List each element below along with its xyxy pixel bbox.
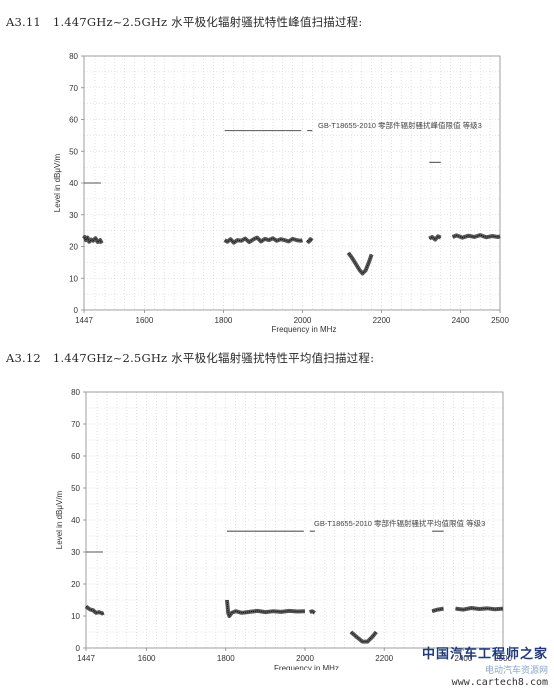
c2-x-axis-label: Frequency in MHz bbox=[274, 664, 339, 670]
c1-y-tick-label: 30 bbox=[69, 211, 78, 220]
c2-x-tick-label: 1600 bbox=[138, 654, 156, 663]
c2-x-tick-label: 2000 bbox=[296, 654, 314, 663]
chart1-heading-number: A3.11 bbox=[6, 15, 41, 29]
chart1-heading: A3.11 1.447GHz~2.5GHz 水平极化辐射骚扰特性峰值扫描过程: bbox=[6, 14, 362, 30]
watermark: 中国汽车工程师之家 电动汽车资源网 www.cartech8.com bbox=[422, 643, 548, 688]
c1-measured-trace-noise bbox=[452, 234, 501, 239]
chart1-peak-scan: 0 10 20 30 40 50 60 70 80 1447 1600 1800 2000 2200 240… bbox=[53, 52, 509, 334]
c1-measured-trace-noise bbox=[83, 235, 103, 244]
c2-y-tick-label: 20 bbox=[71, 580, 80, 589]
chart1-heading-text: 1.447GHz~2.5GHz 水平极化辐射骚扰特性峰值扫描过程: bbox=[52, 15, 363, 29]
c2-measured-trace-noise bbox=[226, 599, 306, 618]
c1-x-tick-label: 2200 bbox=[373, 316, 391, 325]
c1-x-tick-label: 1600 bbox=[136, 316, 154, 325]
c2-measured-trace bbox=[84, 604, 105, 616]
c1-y-tick-label: 50 bbox=[69, 147, 78, 156]
c2-x-tick-label: 2400 bbox=[455, 654, 473, 663]
c1-x-tick-label: 2500 bbox=[491, 316, 509, 325]
c1-y-tick-label: 40 bbox=[69, 179, 78, 188]
c1-y-tick-label: 60 bbox=[69, 116, 78, 125]
c1-x-axis-label: Frequency in MHz bbox=[272, 325, 337, 334]
c1-y-axis-label: Level in dBμV/m bbox=[53, 153, 62, 212]
c1-y-tick-label: 20 bbox=[69, 243, 78, 252]
c2-y-tick-label: 50 bbox=[71, 484, 80, 493]
c2-x-tick-label: 2200 bbox=[375, 654, 393, 663]
c2-y-tick-label: 70 bbox=[71, 420, 80, 429]
c2-measured-trace-noise bbox=[350, 631, 377, 643]
c2-y-tick-label: 80 bbox=[71, 388, 80, 397]
c2-measured-trace-noise bbox=[309, 610, 316, 614]
c2-y-tick-label: 40 bbox=[71, 516, 80, 525]
c1-measured-trace bbox=[82, 234, 104, 245]
chart2-heading-number: A3.12 bbox=[6, 351, 41, 365]
c2-y-tick-label: 10 bbox=[71, 612, 80, 621]
c1-x-tick-label: 1800 bbox=[215, 316, 233, 325]
watermark-sub: 电动汽车资源网 bbox=[484, 666, 548, 676]
chart2-heading: A3.12 1.447GHz~2.5GHz 水平极化辐射骚扰特性平均值扫描过程: bbox=[6, 350, 374, 366]
c1-y-tick-label: 10 bbox=[69, 274, 78, 283]
c1-y-tick-label: 80 bbox=[69, 52, 78, 61]
c2-measured-trace bbox=[431, 606, 444, 614]
c2-measured-trace-noise bbox=[455, 607, 504, 611]
c1-measured-trace-noise bbox=[306, 238, 313, 243]
c2-y-tick-label: 30 bbox=[71, 548, 80, 557]
c2-limit-label: GB-T18655-2010 零部件辐射骚扰平均值限值 等级3 bbox=[314, 518, 485, 528]
c1-measured-trace-noise bbox=[347, 252, 373, 275]
c2-x-tick-label: 1800 bbox=[217, 654, 235, 663]
c2-x-tick-label: 1447 bbox=[77, 654, 95, 663]
c1-limit-label: GB-T18655-2010 零部件辐射骚扰峰值限值 等级3 bbox=[318, 120, 482, 130]
c1-x-tick-label: 2400 bbox=[452, 316, 470, 325]
c1-measured-trace bbox=[223, 235, 304, 245]
watermark-url: www.cartech8.com bbox=[451, 677, 548, 688]
c2-x-tick-label: 2500 bbox=[494, 654, 512, 663]
c1-measured-trace-noise bbox=[224, 237, 303, 244]
watermark-main: 中国汽车工程师之家 bbox=[421, 647, 548, 662]
c1-measured-trace-noise bbox=[429, 235, 441, 241]
c1-x-tick-label: 1447 bbox=[75, 316, 93, 325]
c2-y-tick-label: 60 bbox=[71, 452, 80, 461]
chart2-average-scan: 0 10 20 30 40 50 60 70 80 1447 1600 1800 2000 2200 240… bbox=[55, 388, 512, 670]
c2-y-tick-label: 0 bbox=[76, 644, 81, 653]
chart2-heading-text: 1.447GHz~2.5GHz 水平极化辐射骚扰特性平均值扫描过程: bbox=[52, 351, 375, 365]
c1-y-tick-label: 0 bbox=[74, 306, 79, 315]
c2-measured-trace-noise bbox=[85, 606, 105, 614]
c1-x-tick-label: 2000 bbox=[294, 316, 312, 325]
c2-y-axis-label: Level in dBμV/m bbox=[55, 490, 64, 549]
c2-measured-trace bbox=[224, 599, 306, 618]
c1-y-tick-label: 70 bbox=[69, 84, 78, 93]
